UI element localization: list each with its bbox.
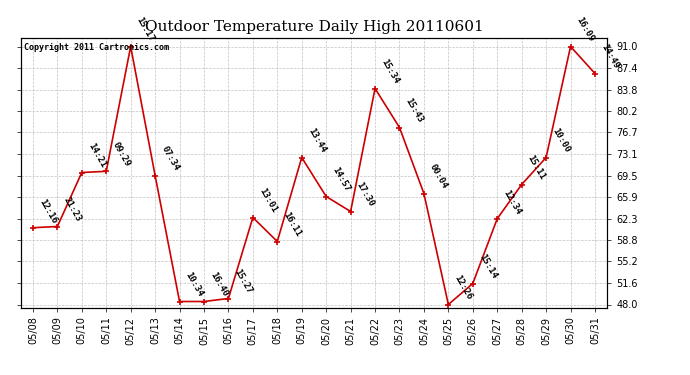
Text: 15:34: 15:34 — [380, 58, 400, 86]
Text: 15:14: 15:14 — [477, 253, 498, 281]
Text: 14:57: 14:57 — [331, 166, 352, 194]
Text: 16:11: 16:11 — [282, 211, 303, 239]
Text: 13:01: 13:01 — [257, 187, 278, 215]
Text: 16:40: 16:40 — [208, 271, 229, 299]
Text: 15:17: 15:17 — [135, 16, 156, 44]
Text: 10:34: 10:34 — [184, 271, 205, 299]
Text: 17:30: 17:30 — [355, 181, 376, 209]
Title: Outdoor Temperature Daily High 20110601: Outdoor Temperature Daily High 20110601 — [145, 20, 483, 33]
Text: 14:21: 14:21 — [86, 142, 107, 170]
Text: 14:49: 14:49 — [599, 43, 620, 71]
Text: 21:23: 21:23 — [61, 196, 83, 224]
Text: 15:27: 15:27 — [233, 268, 254, 296]
Text: Copyright 2011 Cartronics.com: Copyright 2011 Cartronics.com — [23, 43, 168, 52]
Text: 10:00: 10:00 — [550, 127, 571, 155]
Text: 13:44: 13:44 — [306, 127, 327, 155]
Text: 00:04: 00:04 — [428, 163, 449, 191]
Text: 12:16: 12:16 — [37, 197, 59, 225]
Text: 12:26: 12:26 — [453, 274, 474, 302]
Text: 07:34: 07:34 — [159, 145, 181, 173]
Text: 15:11: 15:11 — [526, 154, 547, 182]
Text: 12:34: 12:34 — [502, 188, 522, 216]
Text: 16:09: 16:09 — [575, 16, 596, 44]
Text: 09:29: 09:29 — [110, 141, 132, 168]
Text: 15:43: 15:43 — [404, 97, 425, 125]
